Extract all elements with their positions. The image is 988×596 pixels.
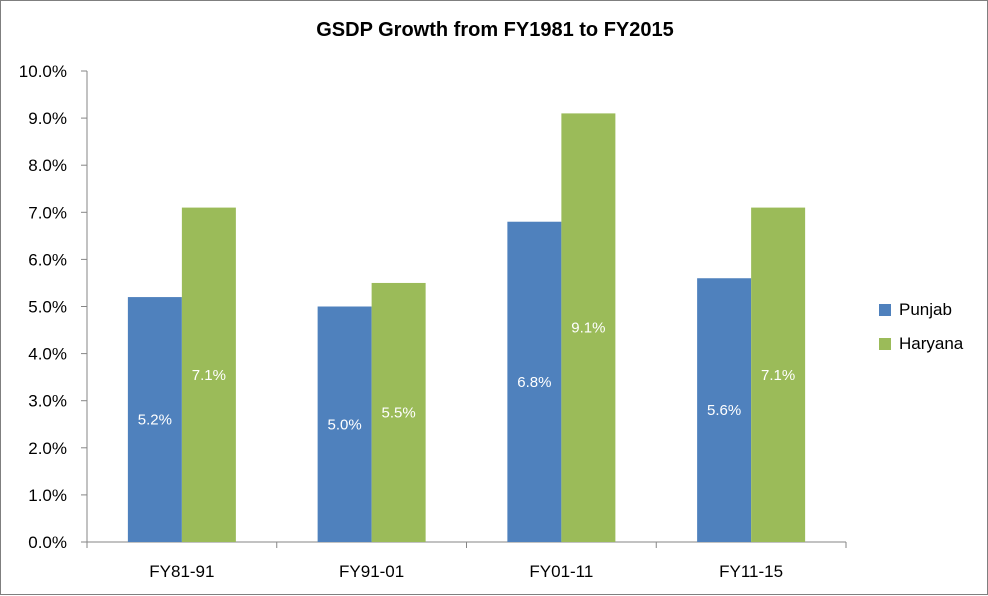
- legend: Punjab Haryana: [879, 293, 963, 361]
- legend-label: Punjab: [899, 300, 952, 319]
- x-tick-label: FY91-01: [339, 562, 404, 581]
- data-label-haryana: 7.1%: [761, 367, 795, 384]
- y-tick-label: 7.0%: [28, 203, 67, 222]
- legend-item-punjab: Punjab: [879, 293, 963, 327]
- data-label-punjab: 5.0%: [328, 416, 362, 433]
- bar-haryana: [751, 207, 806, 542]
- x-tick-label: FY11-15: [719, 562, 783, 581]
- y-tick-label: 6.0%: [28, 250, 67, 269]
- legend-swatch: [879, 304, 891, 316]
- data-label-haryana: 7.1%: [192, 367, 226, 384]
- y-tick-label: 8.0%: [28, 156, 67, 175]
- bar-haryana: [371, 282, 426, 542]
- y-tick-label: 4.0%: [28, 345, 67, 364]
- y-tick-label: 2.0%: [28, 439, 67, 458]
- data-label-punjab: 5.6%: [707, 402, 741, 419]
- bar-haryana: [181, 207, 236, 542]
- data-label-haryana: 9.1%: [571, 320, 605, 337]
- y-tick-label: 0.0%: [28, 533, 67, 552]
- legend-swatch: [879, 338, 891, 350]
- y-tick-label: 3.0%: [28, 392, 67, 411]
- bar-punjab: [507, 221, 562, 542]
- data-label-punjab: 6.8%: [517, 374, 551, 391]
- y-tick-label: 9.0%: [28, 109, 67, 128]
- data-label-punjab: 5.2%: [138, 412, 172, 429]
- bar-punjab: [127, 297, 182, 542]
- y-tick-label: 5.0%: [28, 298, 67, 317]
- x-tick-label: FY01-11: [529, 562, 593, 581]
- bar-punjab: [317, 306, 372, 542]
- bar-punjab: [697, 278, 752, 542]
- y-tick-label: 10.0%: [19, 62, 67, 81]
- legend-label: Haryana: [899, 334, 964, 353]
- bar-haryana: [561, 113, 616, 542]
- x-tick-label: FY81-91: [149, 562, 214, 581]
- chart-title: GSDP Growth from FY1981 to FY2015: [316, 19, 674, 41]
- y-tick-label: 1.0%: [28, 486, 67, 505]
- legend-item-haryana: Haryana: [879, 327, 963, 361]
- data-label-haryana: 5.5%: [382, 404, 416, 421]
